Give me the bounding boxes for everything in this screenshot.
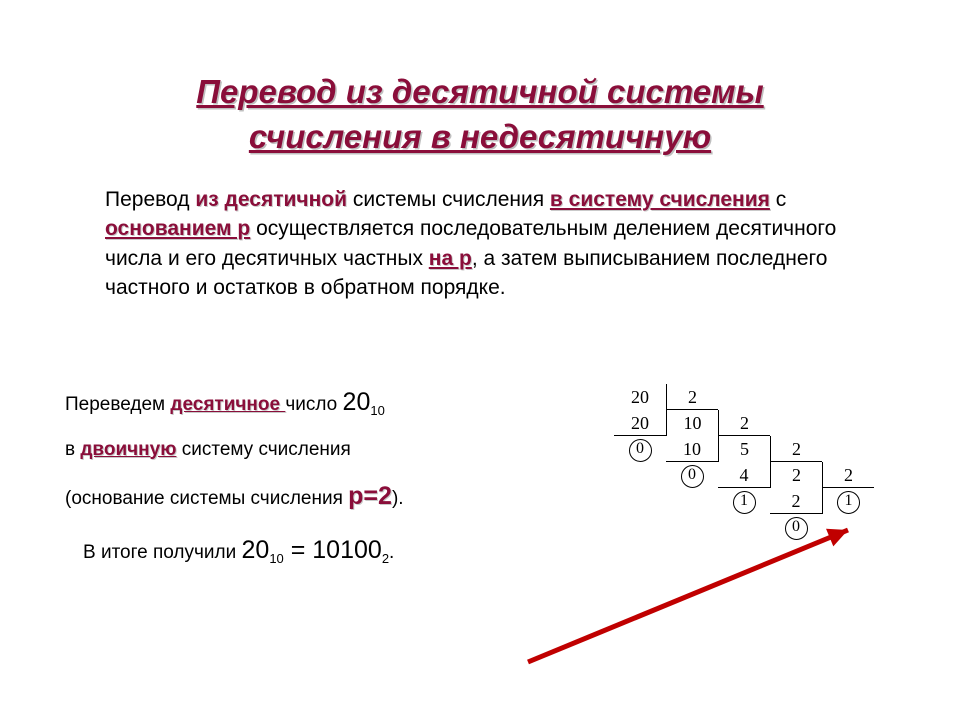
- p-t4: в систему счисления: [550, 188, 770, 211]
- res-n1: 20: [242, 536, 270, 564]
- remainder: 0: [666, 462, 718, 488]
- ex-l1b: десятичное: [170, 394, 285, 415]
- res-s1: 10: [269, 551, 283, 566]
- remainder-circle: 0: [629, 439, 652, 462]
- p-t5: с: [770, 188, 786, 211]
- subtrahend: 10: [666, 436, 718, 462]
- ex-l3b: p=2: [348, 482, 392, 510]
- remainder-circle: 1: [837, 491, 860, 514]
- remainder: 0: [614, 436, 666, 462]
- quotient: 10: [666, 410, 718, 436]
- main-paragraph: Перевод из десятичной системы счисления …: [105, 185, 895, 303]
- res-s2: 2: [382, 551, 389, 566]
- ex-l3a: (основание системы счисления: [65, 488, 348, 509]
- remainder: 1: [718, 488, 770, 514]
- ex-l3c: ).: [392, 488, 404, 509]
- res-n2: 10100: [312, 536, 382, 564]
- subtrahend: 2: [770, 488, 822, 514]
- ex-l1e: 10: [370, 403, 384, 418]
- subtrahend: 20: [614, 410, 666, 436]
- ex-l1c: число: [285, 394, 342, 415]
- slide-title: Перевод из десятичной системы счисления …: [0, 70, 960, 159]
- ex-l2a: в: [65, 439, 80, 460]
- res-pre: В итоге получили: [83, 542, 242, 563]
- remainder-circle: 1: [733, 491, 756, 514]
- remainder-circle: 0: [681, 465, 704, 488]
- divisor: 2: [770, 436, 822, 462]
- p-t8: на p: [429, 247, 472, 270]
- ex-l2b: двоичную: [80, 439, 176, 460]
- quotient: 1: [822, 488, 874, 514]
- res-eq: =: [284, 536, 313, 564]
- title-line-1: Перевод из десятичной системы: [196, 73, 763, 110]
- divisor: 2: [718, 410, 770, 436]
- remainder-circle: 0: [785, 517, 808, 540]
- p-t2: из десятичной: [195, 188, 347, 211]
- divisor: 2: [666, 384, 718, 410]
- result-text: В итоге получили 2010 = 101002.: [83, 536, 394, 566]
- example-text: Переведем десятичное число 2010 в двоичн…: [65, 384, 595, 530]
- remainder: 0: [770, 514, 822, 540]
- ex-l2c: систему счисления: [176, 439, 350, 460]
- ex-l1d: 20: [343, 388, 371, 416]
- title-line-2: счисления в недесятичную: [249, 118, 711, 155]
- res-dot: .: [389, 542, 394, 563]
- dividend: 20: [614, 384, 666, 410]
- ex-l1a: Переведем: [65, 394, 170, 415]
- p-t6: основанием p: [105, 217, 250, 240]
- quotient: 5: [718, 436, 770, 462]
- p-t1: Перевод: [105, 188, 195, 211]
- divisor: 2: [822, 462, 874, 488]
- p-t3: системы счисления: [347, 188, 550, 211]
- subtrahend: 4: [718, 462, 770, 488]
- quotient: 2: [770, 462, 822, 488]
